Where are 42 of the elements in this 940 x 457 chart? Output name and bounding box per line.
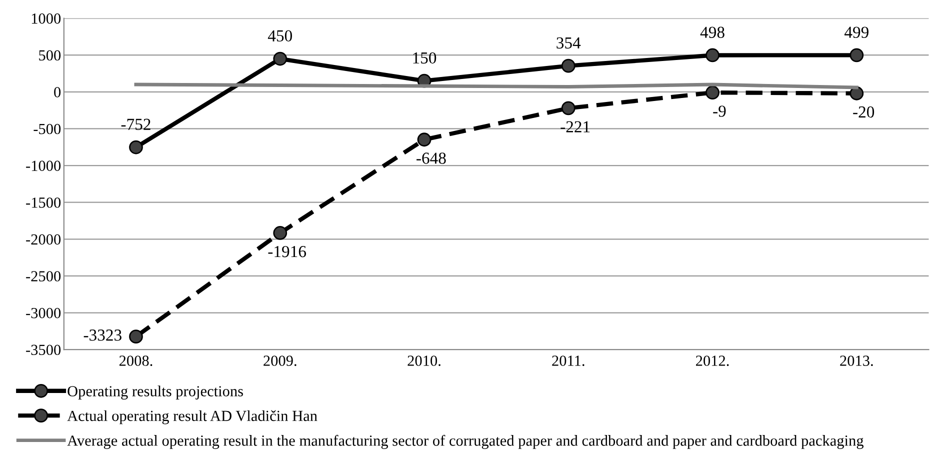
legend-label: Actual operating result AD Vladičin Han (67, 410, 318, 424)
point (417, 132, 432, 147)
point (273, 226, 288, 240)
y-tick-label: 500 (39, 50, 61, 61)
data-label: -1916 (268, 246, 306, 258)
data-label: 450 (268, 30, 292, 42)
point (561, 58, 576, 73)
legend-label: Operating results projections (68, 386, 243, 400)
point (129, 140, 143, 154)
point (706, 86, 720, 100)
point (850, 86, 864, 100)
y-tick-label: -3000 (26, 308, 61, 318)
data-label: 499 (844, 26, 868, 38)
point (129, 330, 143, 344)
point (273, 52, 288, 66)
data-label: -20 (853, 106, 874, 118)
y-tick-label: -3500 (26, 344, 61, 356)
x-tick-label: 2013. (840, 356, 873, 366)
y-tick-label: -500 (34, 124, 61, 134)
x-tick-label: 2008. (119, 356, 152, 366)
point (850, 48, 864, 62)
x-tick-label: 2010. (408, 356, 440, 366)
legend-label: Average actual operating result in the manufacturing sector of corrugated paper and cardboard and paper and cardboard packaging (67, 434, 864, 449)
y-tick-label: -1000 (26, 160, 61, 171)
y-tick-label: -2500 (26, 271, 61, 282)
data-label: 150 (413, 52, 436, 64)
data-label: -648 (416, 152, 446, 164)
x-tick-label: 2012. (696, 356, 729, 366)
y-tick-label: 1000 (32, 13, 61, 24)
data-label: -752 (121, 118, 150, 130)
x-tick-label: 2009. (264, 356, 296, 366)
data-label: -3323 (84, 330, 122, 341)
y-tick-label: -2000 (26, 234, 61, 245)
data-label: 354 (556, 37, 581, 49)
y-tick-label: 0 (54, 87, 61, 98)
data-label: -221 (560, 121, 590, 132)
data-label: -9 (713, 106, 726, 117)
point (706, 48, 720, 62)
data-label: 498 (700, 26, 724, 38)
x-tick-label: 2011. (552, 356, 584, 366)
point (561, 101, 576, 116)
y-tick-label: -1500 (26, 197, 61, 208)
